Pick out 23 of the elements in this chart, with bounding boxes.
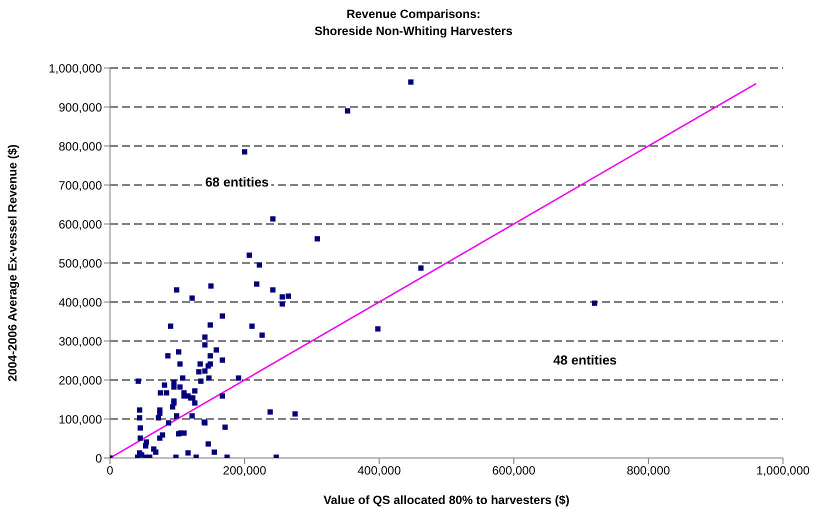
x-tick-label: 400,000: [358, 464, 402, 478]
y-tick-label: 200,000: [58, 373, 102, 388]
y-tick-label: 400,000: [58, 295, 102, 310]
annotation: 68 entities: [203, 174, 271, 190]
x-tick-label: 0: [106, 464, 114, 478]
y-tick-label: 1,000,000: [48, 61, 102, 76]
y-tick-label: 0: [95, 451, 102, 466]
x-tick-label: 800,000: [626, 464, 670, 478]
x-axis-title: Value of QS allocated 80% to harvesters ($): [323, 493, 570, 507]
y-tick-label: 900,000: [58, 100, 102, 114]
y-axis-title: 2004-2006 Average Ex-vessel Revenue ($): [5, 144, 20, 382]
y-tick-label: 100,000: [58, 412, 102, 426]
x-tick-label: 200,000: [222, 464, 267, 478]
y-tick-label: 300,000: [58, 334, 102, 348]
x-tick-label: 1,000,000: [756, 464, 810, 478]
x-tick-label: 600,000: [492, 464, 536, 478]
chart-subtitle: Shoreside Non-Whiting Harvesters: [313, 23, 514, 40]
chart-title: Revenue Comparisons:: [345, 6, 482, 23]
y-tick-label: 600,000: [58, 217, 102, 232]
y-tick-label: 700,000: [58, 178, 102, 192]
y-tick-label: 500,000: [58, 256, 102, 270]
y-tick-label: 800,000: [58, 139, 102, 154]
annotation: 48 entities: [551, 352, 619, 368]
